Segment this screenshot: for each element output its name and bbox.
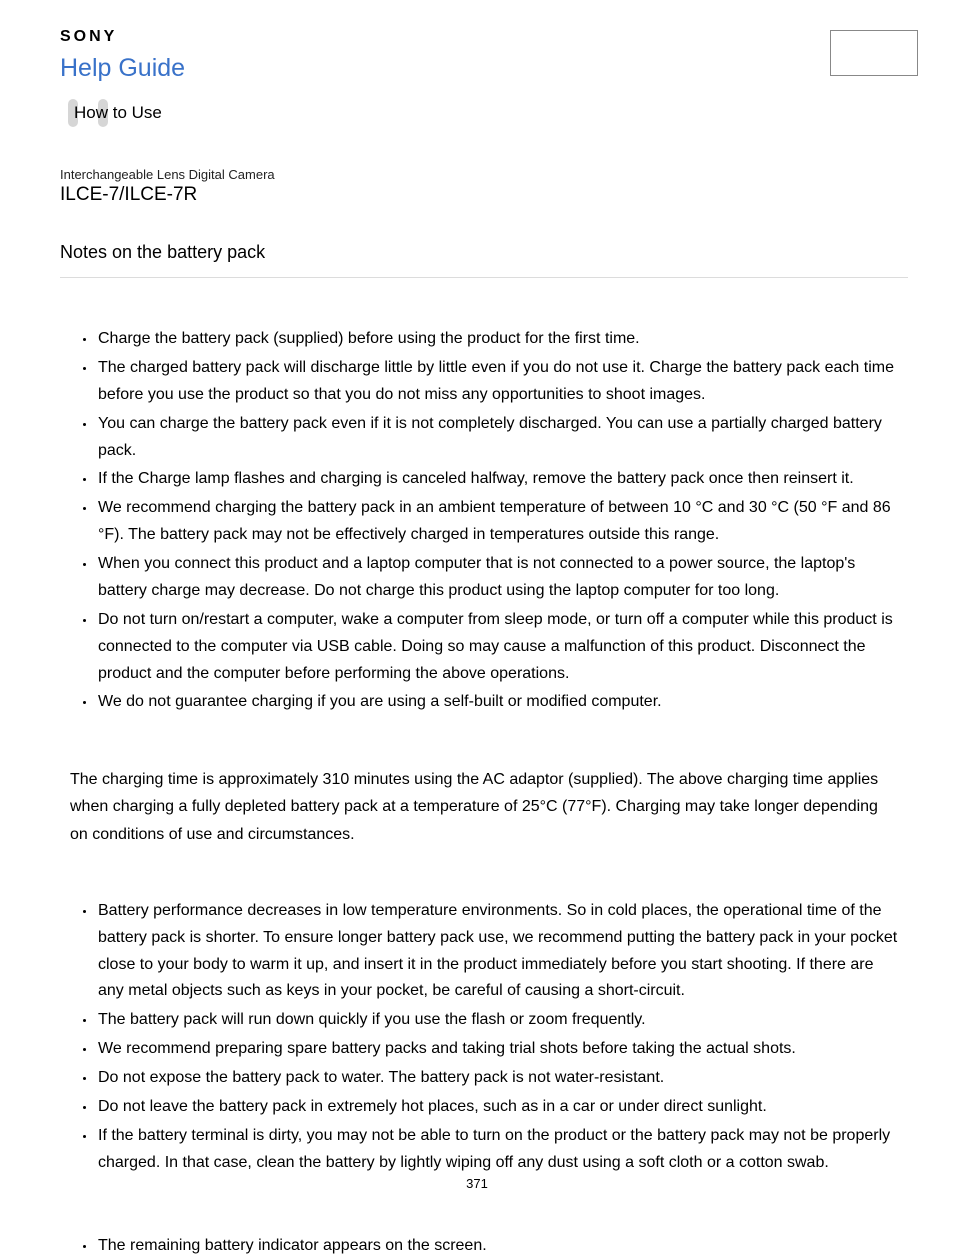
product-model: ILCE-7/ILCE-7R <box>60 184 918 206</box>
list-item: If the Charge lamp flashes and charging … <box>96 466 898 493</box>
list-item: When you connect this product and a lapt… <box>96 551 898 605</box>
list-item: We recommend preparing spare battery pac… <box>96 1036 898 1063</box>
list-item: The remaining battery indicator appears … <box>96 1233 898 1259</box>
how-to-use-label: How to Use <box>74 103 162 123</box>
list-item: If the battery terminal is dirty, you ma… <box>96 1123 898 1177</box>
list-item: The battery pack will run down quickly i… <box>96 1007 898 1034</box>
help-guide-title: Help Guide <box>60 54 918 83</box>
notes-list-3: The remaining battery indicator appears … <box>60 1233 898 1259</box>
how-to-use-row: How to Use <box>60 97 918 129</box>
page-number: 371 <box>0 1176 954 1191</box>
list-item: Do not turn on/restart a computer, wake … <box>96 607 898 688</box>
list-item: Do not leave the battery pack in extreme… <box>96 1094 898 1121</box>
list-item: We do not guarantee charging if you are … <box>96 689 898 716</box>
product-type: Interchangeable Lens Digital Camera <box>60 167 918 182</box>
list-item: Charge the battery pack (supplied) befor… <box>96 326 898 353</box>
list-item: You can charge the battery pack even if … <box>96 411 898 465</box>
charging-time-paragraph: The charging time is approximately 310 m… <box>70 766 898 848</box>
brand-logo: SONY <box>60 28 918 46</box>
notes-list-1: Charge the battery pack (supplied) befor… <box>60 326 898 716</box>
page-title: Notes on the battery pack <box>60 242 908 278</box>
list-item: We recommend charging the battery pack i… <box>96 495 898 549</box>
list-item: Battery performance decreases in low tem… <box>96 898 898 1006</box>
list-item: The charged battery pack will discharge … <box>96 355 898 409</box>
list-item: Do not expose the battery pack to water.… <box>96 1065 898 1092</box>
top-right-box <box>830 30 918 76</box>
notes-list-2: Battery performance decreases in low tem… <box>60 898 898 1177</box>
